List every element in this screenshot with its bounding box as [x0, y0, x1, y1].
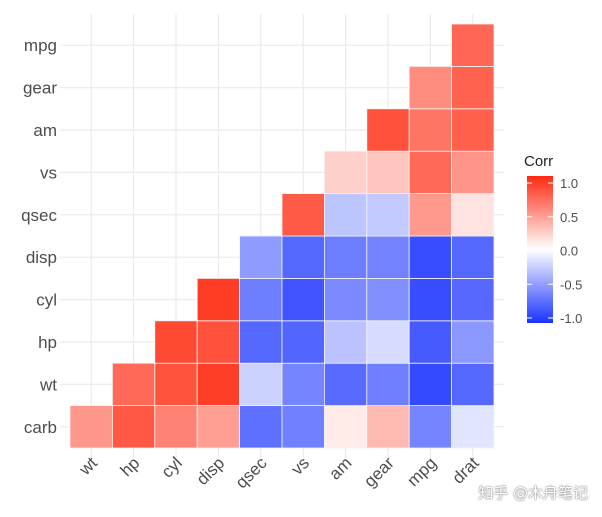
- cell-mpg-wt: mpg / wt: -0.87: [408, 362, 453, 407]
- cell-mpg-disp: mpg / disp: -0.85: [408, 235, 453, 279]
- x-tick-label: hp: [117, 453, 144, 480]
- cell-disp-hp: disp / hp: 0.79: [196, 320, 240, 364]
- legend-tick-label: 0.0: [560, 244, 578, 259]
- cell-vs-qsec: vs / qsec: 0.74: [281, 193, 325, 237]
- cell-vs-disp: vs / disp: -0.71: [281, 235, 325, 279]
- legend: Corr 1.0 0.5 0.0 -0.5 -1.0: [524, 153, 582, 326]
- cell-disp-wt: disp / wt: 0.89: [196, 362, 240, 407]
- cell-qsec-hp: qsec / hp: -0.71: [239, 320, 283, 364]
- cell-disp-carb: disp / carb: 0.39: [196, 405, 240, 449]
- y-tick-label: cyl: [36, 291, 57, 310]
- cell-vs-wt: vs / wt: -0.55: [281, 362, 325, 407]
- cell-mpg-carb: mpg / carb: -0.55: [408, 405, 453, 449]
- cell-am-wt: am / wt: -0.69: [323, 362, 368, 407]
- x-tick-label: am: [325, 453, 355, 483]
- cell-vs-cyl: vs / cyl: -0.81: [281, 277, 325, 322]
- legend-title: Corr: [524, 153, 553, 170]
- cell-qsec-wt: qsec / wt: -0.17: [239, 362, 283, 407]
- cell-wt-carb: wt / carb: 0.43: [69, 405, 113, 449]
- legend-tick-label: -0.5: [560, 277, 582, 292]
- cell-mpg-vs: mpg / vs: 0.66: [408, 150, 453, 194]
- cell-qsec-cyl: qsec / cyl: -0.59: [239, 277, 283, 322]
- x-tick-label: mpg: [403, 453, 440, 490]
- cell-gear-vs: gear / vs: 0.21: [366, 150, 410, 194]
- x-tick-label: wt: [75, 453, 101, 479]
- cell-drat-gear: drat / gear: 0.7: [451, 66, 495, 110]
- cell-drat-vs: drat / vs: 0.44: [451, 150, 495, 194]
- x-tick-label: qsec: [232, 453, 271, 492]
- y-tick-label: disp: [26, 248, 57, 267]
- x-tick-label: disp: [193, 453, 228, 488]
- cell-am-carb: am / carb: 0.06: [323, 405, 368, 449]
- y-tick-label: gear: [23, 79, 57, 98]
- cell-vs-hp: vs / hp: -0.72: [281, 320, 325, 364]
- y-tick-label: wt: [39, 375, 57, 394]
- cell-drat-qsec: drat / qsec: 0.09: [451, 193, 495, 237]
- heatmap-cells: wt / carb: 0.43hp / carb: 0.75cyl / carb…: [69, 23, 495, 449]
- cell-mpg-qsec: mpg / qsec: 0.42: [408, 193, 453, 237]
- cell-cyl-hp: cyl / hp: 0.83: [154, 320, 198, 364]
- cell-drat-hp: drat / hp: -0.45: [451, 320, 495, 364]
- cell-mpg-cyl: mpg / cyl: -0.85: [408, 277, 453, 322]
- cell-mpg-gear: mpg / gear: 0.48: [408, 66, 453, 110]
- cell-vs-carb: vs / carb: -0.57: [281, 405, 325, 449]
- x-axis-labels: wt hp cyl disp qsec vs am gear mpg drat: [75, 453, 483, 492]
- cell-disp-cyl: disp / cyl: 0.9: [196, 277, 240, 322]
- cell-mpg-hp: mpg / hp: -0.78: [408, 320, 453, 364]
- y-tick-label: carb: [24, 418, 57, 437]
- x-tick-label: vs: [288, 453, 313, 478]
- cell-cyl-carb: cyl / carb: 0.53: [154, 405, 198, 449]
- x-tick-label: cyl: [158, 453, 186, 481]
- cell-cyl-wt: cyl / wt: 0.78: [154, 362, 198, 407]
- legend-tick-label: 0.5: [560, 210, 578, 225]
- y-tick-label: qsec: [21, 206, 57, 225]
- watermark: 知乎 @木舟笔记: [478, 484, 588, 502]
- cell-gear-wt: gear / wt: -0.58: [366, 362, 410, 407]
- cell-am-cyl: am / cyl: -0.52: [323, 277, 368, 322]
- cell-mpg-am: mpg / am: 0.6: [408, 108, 453, 152]
- cell-gear-hp: gear / hp: -0.13: [366, 320, 410, 364]
- cell-qsec-disp: qsec / disp: -0.43: [239, 235, 283, 279]
- legend-colorbar: [527, 176, 553, 323]
- cell-hp-carb: hp / carb: 0.75: [112, 405, 156, 449]
- cell-am-vs: am / vs: 0.17: [323, 150, 368, 194]
- cell-drat-cyl: drat / cyl: -0.7: [451, 277, 495, 322]
- cell-gear-am: gear / am: 0.79: [366, 108, 410, 152]
- legend-tick-label: 1.0: [560, 176, 578, 191]
- cell-am-qsec: am / qsec: -0.23: [323, 193, 368, 237]
- cell-gear-cyl: gear / cyl: -0.49: [366, 277, 410, 322]
- y-tick-label: am: [33, 121, 57, 140]
- cell-am-hp: am / hp: -0.24: [323, 320, 368, 364]
- cell-am-disp: am / disp: -0.59: [323, 235, 368, 279]
- cell-hp-wt: hp / wt: 0.66: [112, 362, 156, 407]
- cell-drat-disp: drat / disp: -0.71: [451, 235, 495, 279]
- cell-gear-qsec: gear / qsec: -0.21: [366, 193, 410, 237]
- cell-drat-wt: drat / wt: -0.71: [451, 362, 495, 407]
- cell-gear-disp: gear / disp: -0.56: [366, 235, 410, 279]
- cell-gear-carb: gear / carb: 0.27: [366, 405, 410, 449]
- cell-drat-am: drat / am: 0.71: [451, 108, 495, 152]
- cell-qsec-carb: qsec / carb: -0.66: [239, 405, 283, 449]
- y-axis-labels: carb wt hp cyl disp qsec vs am gear mpg: [21, 36, 57, 437]
- y-tick-label: mpg: [24, 36, 57, 55]
- x-tick-label: gear: [360, 453, 398, 491]
- legend-tick-label: -1.0: [560, 311, 582, 326]
- cell-drat-carb: drat / carb: -0.09: [451, 405, 495, 449]
- y-tick-label: hp: [38, 333, 57, 352]
- y-tick-label: vs: [40, 163, 57, 182]
- cell-drat-mpg: drat / mpg: 0.68: [451, 23, 495, 67]
